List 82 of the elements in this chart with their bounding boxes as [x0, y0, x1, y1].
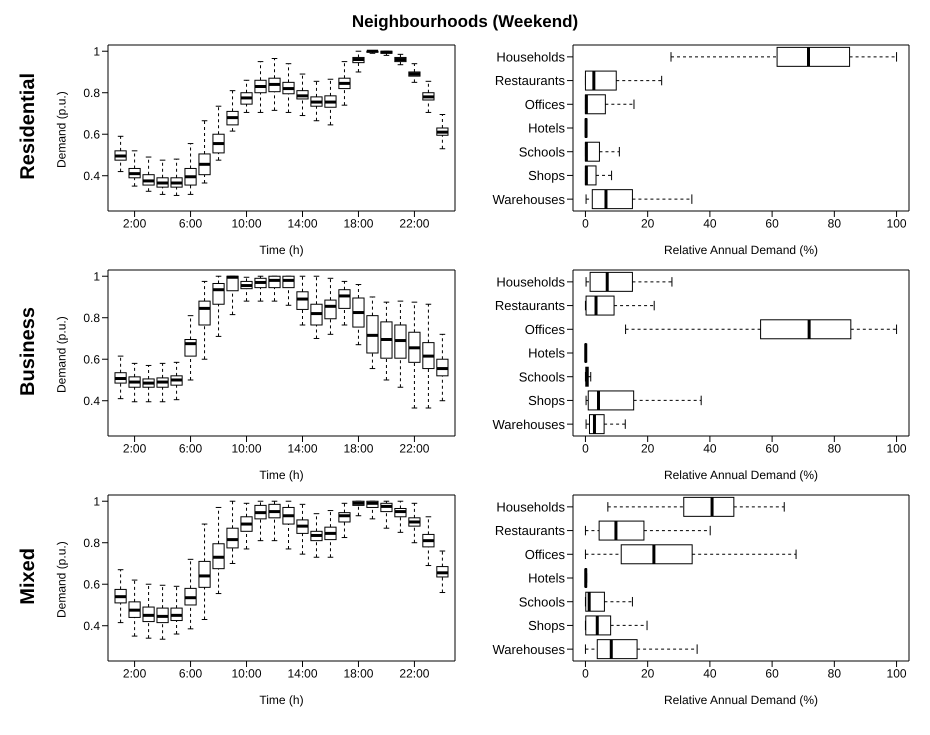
- x-tick-label: 2:00: [122, 216, 147, 231]
- y-tick-label: Warehouses: [492, 642, 566, 657]
- x-tick-label: 14:00: [287, 216, 318, 231]
- x-tick-label: 80: [828, 666, 842, 681]
- x-tick-label: 20: [640, 442, 655, 456]
- y-tick-label: 1: [93, 44, 100, 58]
- x-tick-label: 0: [582, 442, 590, 456]
- y-tick-label: Warehouses: [492, 416, 566, 432]
- y-tick-label: 0.8: [83, 310, 100, 325]
- y-tick-label: 0.4: [83, 394, 100, 408]
- y-tick-label: Restaurants: [494, 298, 566, 314]
- y-tick-label: Hotels: [528, 120, 566, 136]
- y-tick-label: Households: [496, 499, 566, 514]
- text: Residential: [16, 72, 40, 180]
- x-tick-label: 14:00: [287, 442, 318, 456]
- x-tick-label: 80: [828, 442, 842, 456]
- x-tick-label: 18:00: [343, 216, 374, 231]
- x-tick-label: 22:00: [399, 442, 430, 456]
- x-tick-label: 10:00: [232, 216, 262, 231]
- y-tick-label: Offices: [524, 322, 566, 337]
- x-tick-label: 40: [703, 442, 717, 456]
- x-tick-label: 20: [640, 666, 655, 681]
- y-tick-label: 0.6: [83, 127, 100, 142]
- x-tick-label: 6:00: [178, 216, 203, 231]
- y-tick-label: Schools: [518, 369, 566, 384]
- x-tick-label: 0: [582, 666, 590, 681]
- x-axis-title: Time (h): [259, 693, 304, 707]
- x-tick-label: 18:00: [343, 442, 374, 456]
- x-tick-label: 22:00: [399, 666, 430, 681]
- x-tick-label: 100: [886, 666, 907, 681]
- y-axis-title: Demand (p.u.): [54, 541, 68, 618]
- x-axis-title: Relative Annual Demand (%): [664, 693, 818, 707]
- y-tick-label: Hotels: [528, 346, 566, 361]
- x-tick-label: 60: [765, 666, 780, 681]
- y-tick-label: 0.4: [83, 618, 100, 633]
- y-tick-label: 0.4: [83, 168, 100, 183]
- y-tick-label: 1: [93, 494, 100, 508]
- y-tick-label: Shops: [528, 618, 566, 634]
- y-tick-label: 0.8: [83, 536, 100, 550]
- y-tick-label: Households: [496, 49, 566, 64]
- x-tick-label: 2:00: [122, 666, 147, 681]
- y-tick-label: Hotels: [528, 570, 566, 586]
- x-tick-label: 40: [703, 216, 717, 231]
- x-tick-label: 6:00: [178, 666, 203, 681]
- x-tick-label: 14:00: [287, 666, 318, 681]
- y-tick-label: Schools: [518, 144, 566, 160]
- x-axis-title: Relative Annual Demand (%): [664, 468, 818, 482]
- x-tick-label: 18:00: [343, 666, 374, 681]
- text: Business: [16, 306, 40, 396]
- x-tick-label: 20: [640, 216, 655, 231]
- y-tick-label: Shops: [528, 393, 566, 408]
- y-axis-title: Demand (p.u.): [54, 316, 68, 393]
- y-tick-label: Warehouses: [492, 192, 566, 207]
- x-tick-label: 6:00: [178, 442, 203, 456]
- y-tick-label: Restaurants: [494, 73, 566, 88]
- y-tick-label: Restaurants: [494, 523, 566, 538]
- x-axis-title: Time (h): [259, 243, 304, 257]
- y-tick-label: Schools: [518, 594, 566, 610]
- y-tick-label: 0.8: [83, 86, 100, 100]
- x-axis-title: Time (h): [259, 468, 304, 482]
- x-tick-label: 10:00: [232, 666, 262, 681]
- x-tick-label: 40: [703, 666, 717, 681]
- x-tick-label: 100: [886, 216, 907, 231]
- y-tick-label: Offices: [524, 546, 566, 562]
- y-axis-title: Demand (p.u.): [54, 91, 68, 168]
- x-tick-label: 60: [765, 216, 780, 231]
- x-tick-label: 2:00: [122, 442, 147, 456]
- y-tick-label: 1: [93, 269, 100, 284]
- y-tick-label: Shops: [528, 168, 566, 184]
- chart-title: Neighbourhoods (Weekend): [350, 11, 580, 33]
- y-tick-label: Offices: [524, 96, 566, 112]
- x-tick-label: 0: [582, 216, 590, 231]
- y-tick-label: 0.6: [83, 352, 100, 366]
- x-tick-label: 100: [886, 442, 907, 456]
- x-tick-label: 22:00: [399, 216, 430, 231]
- y-tick-label: 0.6: [83, 577, 100, 592]
- y-tick-label: Households: [496, 274, 566, 290]
- x-tick-label: 10:00: [232, 442, 262, 456]
- x-tick-label: 80: [828, 216, 842, 231]
- x-tick-label: 60: [765, 442, 780, 456]
- x-axis-title: Relative Annual Demand (%): [664, 243, 818, 257]
- text: Mixed: [16, 548, 40, 604]
